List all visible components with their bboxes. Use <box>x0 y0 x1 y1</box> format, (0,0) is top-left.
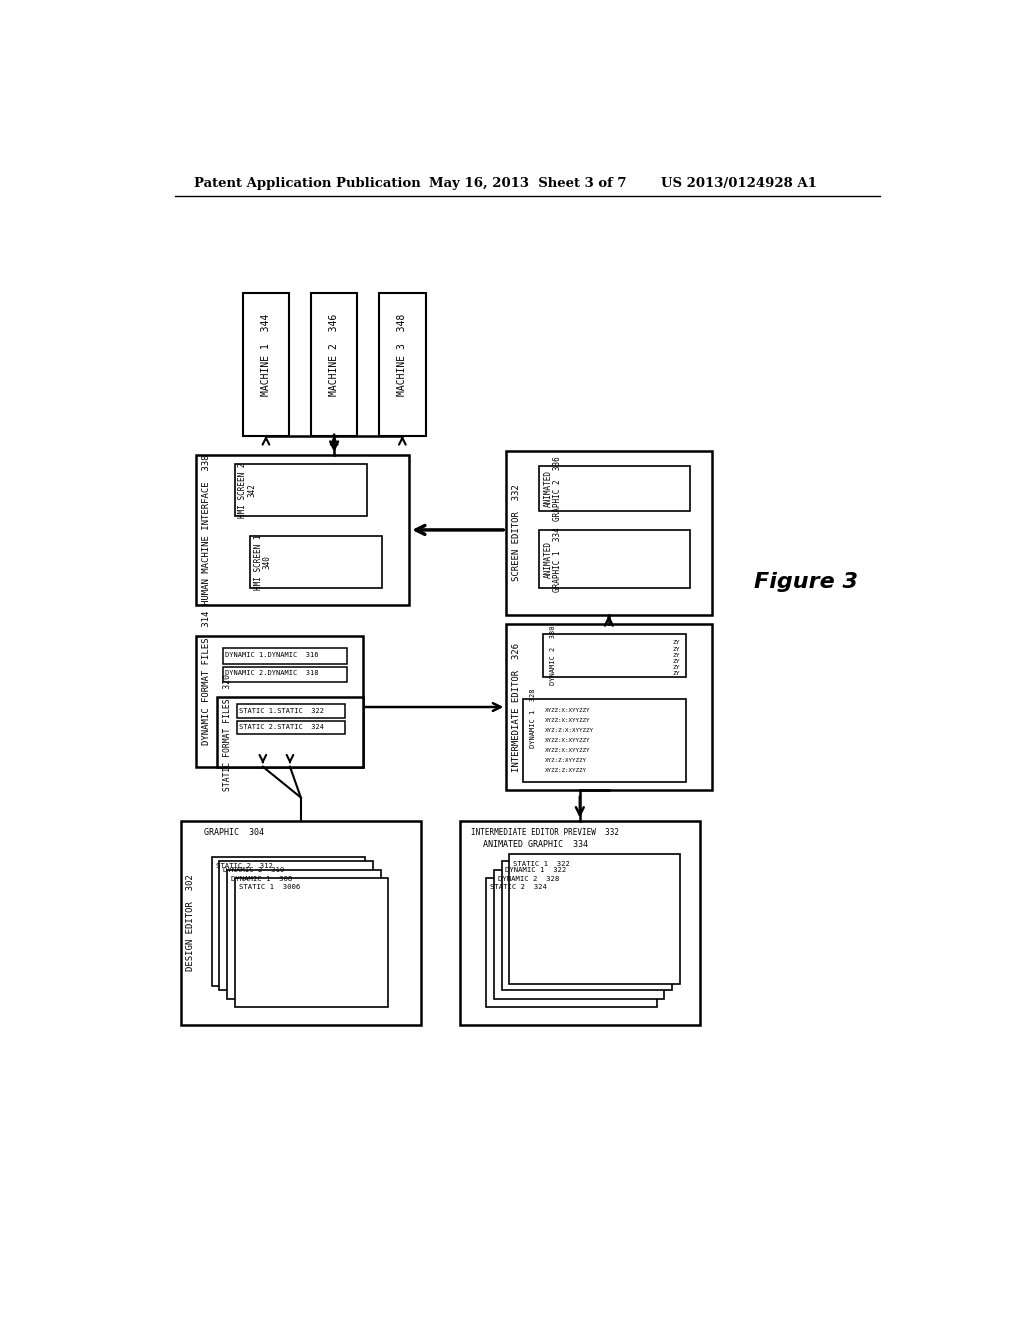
Text: STATIC 2.STATIC  324: STATIC 2.STATIC 324 <box>239 725 324 730</box>
Bar <box>543 635 686 677</box>
Text: ZY: ZY <box>672 647 680 652</box>
Text: May 16, 2013  Sheet 3 of 7: May 16, 2013 Sheet 3 of 7 <box>429 177 627 190</box>
Text: ANIMATED: ANIMATED <box>544 470 553 507</box>
Text: 340: 340 <box>263 554 272 569</box>
Text: STATIC 1  322: STATIC 1 322 <box>513 861 570 867</box>
Text: MACHINE 1  344: MACHINE 1 344 <box>261 314 271 396</box>
Text: DYNAMIC 1  328: DYNAMIC 1 328 <box>530 689 537 748</box>
Text: ANIMATED: ANIMATED <box>544 541 553 578</box>
Text: XYZ:Z:X:XYYZZY: XYZ:Z:X:XYYZZY <box>545 729 594 733</box>
Text: XYZZ:Z:XYZZY: XYZZ:Z:XYZZY <box>545 768 587 774</box>
Bar <box>506 624 712 789</box>
Bar <box>217 697 362 767</box>
Text: Patent Application Publication: Patent Application Publication <box>194 177 421 190</box>
Text: ZY: ZY <box>672 640 680 645</box>
Text: ZY: ZY <box>672 659 680 664</box>
Bar <box>502 861 672 990</box>
Text: INTERMEDIATE EDITOR  326: INTERMEDIATE EDITOR 326 <box>512 643 521 771</box>
Bar <box>197 455 410 605</box>
Bar <box>539 531 690 589</box>
Bar <box>506 451 712 615</box>
Text: STATIC 2  312: STATIC 2 312 <box>216 863 272 869</box>
Text: XYZ:Z:XYYZZY: XYZ:Z:XYYZZY <box>545 758 587 763</box>
Text: STATIC 2  324: STATIC 2 324 <box>489 884 547 890</box>
Bar <box>379 293 426 436</box>
Text: ZY: ZY <box>672 671 680 676</box>
Bar <box>234 878 388 1007</box>
Text: HMI SCREEN 2: HMI SCREEN 2 <box>239 462 247 517</box>
Bar <box>311 293 357 436</box>
Bar <box>494 870 665 999</box>
Text: ANIMATED GRAPHIC  334: ANIMATED GRAPHIC 334 <box>483 840 588 849</box>
Text: XYZZ:X:XYYZZY: XYZZ:X:XYYZZY <box>545 708 591 713</box>
Text: DYNAMIC 2  328: DYNAMIC 2 328 <box>498 876 559 882</box>
Text: XYZZ:X:XYYZZY: XYZZ:X:XYYZZY <box>545 738 591 743</box>
Text: Figure 3: Figure 3 <box>754 572 858 591</box>
Bar <box>509 854 680 983</box>
Text: HMI SCREEN 1: HMI SCREEN 1 <box>254 535 263 590</box>
Text: INTERMEDIATE EDITOR PREVIEW  332: INTERMEDIATE EDITOR PREVIEW 332 <box>471 829 620 837</box>
Text: GRAPHIC  304: GRAPHIC 304 <box>204 829 264 837</box>
Text: HUMAN MACHINE INTERFACE  338: HUMAN MACHINE INTERFACE 338 <box>202 454 211 605</box>
Text: DESIGN EDITOR  302: DESIGN EDITOR 302 <box>186 874 196 972</box>
Text: DYNAMIC 2  310: DYNAMIC 2 310 <box>223 867 285 873</box>
Text: MACHINE 2  346: MACHINE 2 346 <box>329 314 339 396</box>
Bar <box>237 721 345 734</box>
Bar <box>234 465 367 516</box>
Bar <box>523 700 686 781</box>
Text: DYNAMIC 1  322: DYNAMIC 1 322 <box>506 867 566 873</box>
Text: DYNAMIC 2  330: DYNAMIC 2 330 <box>550 626 556 685</box>
Bar <box>486 878 656 1007</box>
Text: 342: 342 <box>248 483 256 498</box>
Bar <box>222 648 346 664</box>
Text: XYZZ:X:XYYZZY: XYZZ:X:XYYZZY <box>545 718 591 723</box>
Bar <box>219 861 373 990</box>
Bar <box>243 293 289 436</box>
Text: SCREEN EDITOR  332: SCREEN EDITOR 332 <box>512 484 521 581</box>
Bar <box>222 667 346 682</box>
Text: STATIC 1  3006: STATIC 1 3006 <box>239 884 300 890</box>
Text: STATIC 1.STATIC  322: STATIC 1.STATIC 322 <box>239 708 324 714</box>
Text: ZY: ZY <box>672 653 680 657</box>
Bar <box>251 536 382 589</box>
Bar <box>237 705 345 718</box>
Bar <box>539 466 690 511</box>
Text: DYNAMIC 1  308: DYNAMIC 1 308 <box>231 876 292 882</box>
Text: DYNAMIC FORMAT FILES  314: DYNAMIC FORMAT FILES 314 <box>202 611 211 746</box>
Bar <box>197 636 362 767</box>
Text: STATIC FORMAT FILES  320: STATIC FORMAT FILES 320 <box>222 673 231 791</box>
Bar <box>212 857 366 986</box>
Text: GRAPHIC 2  336: GRAPHIC 2 336 <box>553 457 562 521</box>
Bar <box>227 870 381 999</box>
Text: MACHINE 3  348: MACHINE 3 348 <box>397 314 408 396</box>
Text: DYNAMIC 2.DYNAMIC  318: DYNAMIC 2.DYNAMIC 318 <box>225 671 318 676</box>
Text: DYNAMIC 1.DYNAMIC  316: DYNAMIC 1.DYNAMIC 316 <box>225 652 318 657</box>
Text: XYZZ:X:XYYZZY: XYZZ:X:XYYZZY <box>545 748 591 754</box>
Bar <box>460 821 700 1024</box>
Text: GRAPHIC 1  334: GRAPHIC 1 334 <box>553 527 562 591</box>
Text: US 2013/0124928 A1: US 2013/0124928 A1 <box>662 177 817 190</box>
Text: ZY: ZY <box>672 665 680 671</box>
Bar <box>180 821 421 1024</box>
